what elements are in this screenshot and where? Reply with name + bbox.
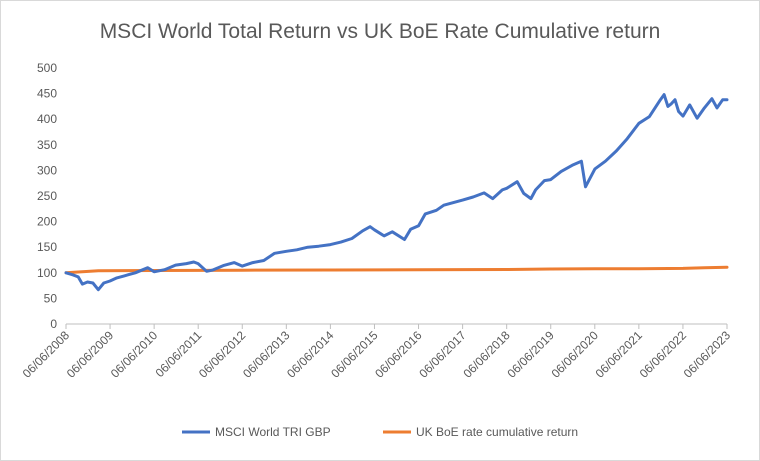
y-tick-label: 50 bbox=[44, 291, 58, 305]
y-tick-label: 350 bbox=[37, 138, 57, 152]
legend-item-boe: UK BoE rate cumulative return bbox=[383, 425, 578, 439]
legend-item-msci: MSCI World TRI GBP bbox=[182, 425, 331, 439]
legend: MSCI World TRI GBP UK BoE rate cumulative… bbox=[182, 425, 578, 439]
series-layer bbox=[64, 93, 729, 292]
chart-title: MSCI World Total Return vs UK BoE Rate C… bbox=[100, 20, 661, 43]
x-axis: 06/06/200806/06/200906/06/201006/06/2011… bbox=[20, 323, 734, 381]
y-tick-label: 100 bbox=[37, 266, 57, 280]
y-tick-label: 200 bbox=[37, 215, 57, 229]
y-tick-label: 450 bbox=[37, 87, 57, 101]
x-tick-label: 06/06/2023 bbox=[681, 328, 734, 381]
y-tick-label: 250 bbox=[37, 189, 57, 203]
y-axis: 0 50 100 150 200 250 300 350 400 450 500 bbox=[37, 61, 57, 331]
y-tick-label: 400 bbox=[37, 112, 57, 126]
legend-label: MSCI World TRI GBP bbox=[215, 425, 331, 439]
legend-label: UK BoE rate cumulative return bbox=[416, 425, 578, 439]
y-tick-label: 0 bbox=[50, 317, 57, 331]
x-tick-label: 06/06/2010 bbox=[108, 328, 161, 381]
y-tick-label: 150 bbox=[37, 240, 57, 254]
y-tick-label: 500 bbox=[37, 61, 57, 75]
y-tick-label: 300 bbox=[37, 163, 57, 177]
msci-world-series-line bbox=[64, 93, 729, 292]
